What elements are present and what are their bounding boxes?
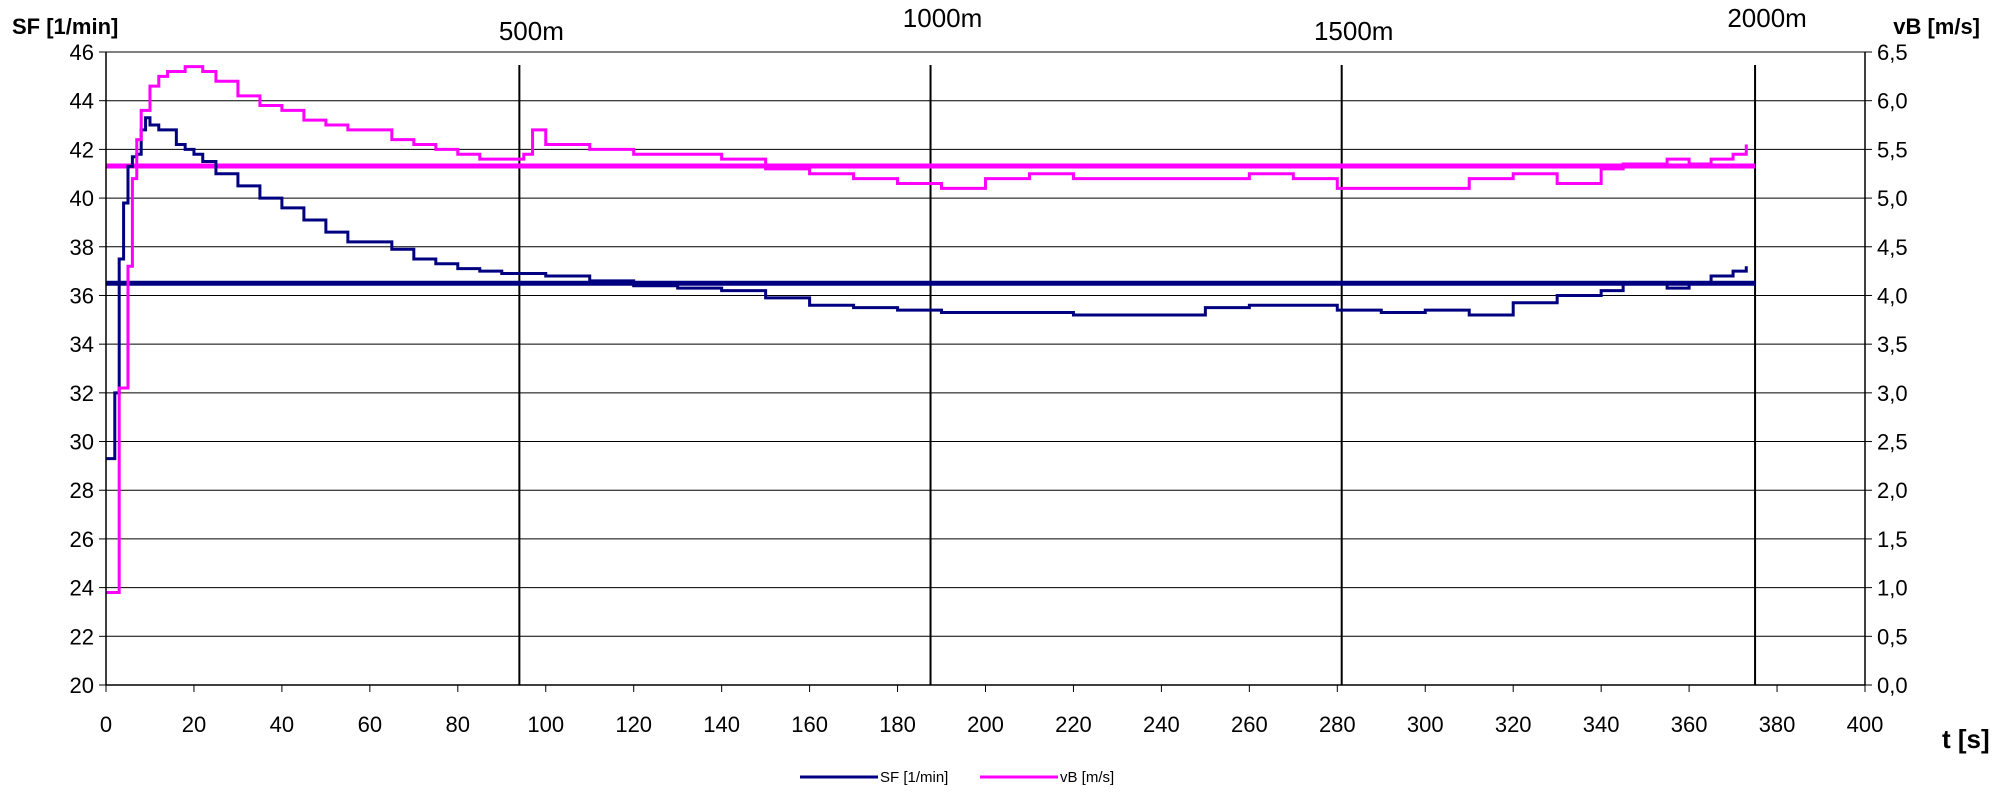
tick-labels: 20 22 24 26 28 30 32 34 36 38 40 42 44 46 0,0 0,5 1,0 1,5… (70, 40, 1908, 737)
x-axis-title: t [s] (1942, 724, 1990, 754)
y-left-tick-label: 46 (70, 40, 94, 65)
legend-label-vb: vB [m/s] (1060, 769, 1114, 786)
x-tick-label: 60 (358, 712, 382, 737)
x-tick-label: 380 (1759, 712, 1796, 737)
distance-marker-label: 500m (499, 16, 564, 46)
y-right-tick-label: 0,5 (1877, 624, 1908, 649)
y-right-tick-label: 4,5 (1877, 235, 1908, 260)
y-right-tick-label: 6,5 (1877, 40, 1908, 65)
x-tick-label: 140 (703, 712, 740, 737)
gridlines (106, 51, 1865, 686)
distance-marker-label: 1000m (903, 3, 983, 33)
y-left-tick-label: 44 (70, 89, 94, 114)
x-tick-label: 360 (1671, 712, 1708, 737)
distance-marker-label: 2000m (1727, 3, 1807, 33)
series-lines (106, 65, 1748, 594)
x-tick-label: 280 (1319, 712, 1356, 737)
y-left-tick-label: 30 (70, 430, 94, 455)
x-tick-label: 20 (182, 712, 206, 737)
axes (99, 51, 1872, 692)
x-tick-label: 300 (1407, 712, 1444, 737)
y-right-tick-label: 2,0 (1877, 478, 1908, 503)
x-tick-label: 240 (1143, 712, 1180, 737)
series-line (106, 116, 1748, 461)
y-left-tick-label: 42 (70, 137, 94, 162)
y-left-tick-label: 38 (70, 235, 94, 260)
legend: SF [1/min] vB [m/s] (800, 769, 1114, 786)
y-left-tick-label: 26 (70, 527, 94, 552)
y-right-tick-label: 1,0 (1877, 576, 1908, 601)
y-right-tick-label: 0,0 (1877, 673, 1908, 698)
x-tick-label: 0 (100, 712, 112, 737)
series-line (106, 65, 1748, 594)
y-left-tick-label: 28 (70, 478, 94, 503)
y-left-tick-label: 32 (70, 381, 94, 406)
y-right-tick-label: 6,0 (1877, 89, 1908, 114)
x-tick-label: 80 (446, 712, 470, 737)
y-left-tick-label: 40 (70, 186, 94, 211)
x-tick-label: 220 (1055, 712, 1092, 737)
y-right-tick-label: 4,0 (1877, 283, 1908, 308)
y-left-tick-label: 36 (70, 283, 94, 308)
x-tick-label: 40 (270, 712, 294, 737)
y-right-axis-title: vB [m/s] (1893, 14, 1980, 39)
x-tick-label: 160 (791, 712, 828, 737)
x-tick-label: 200 (967, 712, 1004, 737)
x-tick-label: 180 (879, 712, 916, 737)
x-tick-label: 260 (1231, 712, 1268, 737)
y-right-tick-label: 2,5 (1877, 430, 1908, 455)
distance-marker-label: 1500m (1314, 16, 1394, 46)
x-tick-label: 120 (615, 712, 652, 737)
y-right-tick-label: 3,5 (1877, 332, 1908, 357)
legend-label-sf: SF [1/min] (880, 769, 948, 786)
y-right-tick-label: 5,5 (1877, 137, 1908, 162)
y-left-axis-title: SF [1/min] (12, 14, 118, 39)
y-right-tick-label: 5,0 (1877, 186, 1908, 211)
y-left-tick-label: 20 (70, 673, 94, 698)
y-right-tick-label: 3,0 (1877, 381, 1908, 406)
x-tick-label: 320 (1495, 712, 1532, 737)
y-left-tick-label: 24 (70, 576, 94, 601)
x-tick-label: 100 (527, 712, 564, 737)
x-tick-label: 400 (1847, 712, 1884, 737)
x-tick-label: 340 (1583, 712, 1620, 737)
y-right-tick-label: 1,5 (1877, 527, 1908, 552)
y-left-tick-label: 22 (70, 624, 94, 649)
y-left-tick-label: 34 (70, 332, 94, 357)
reference-lines (106, 163, 1756, 286)
